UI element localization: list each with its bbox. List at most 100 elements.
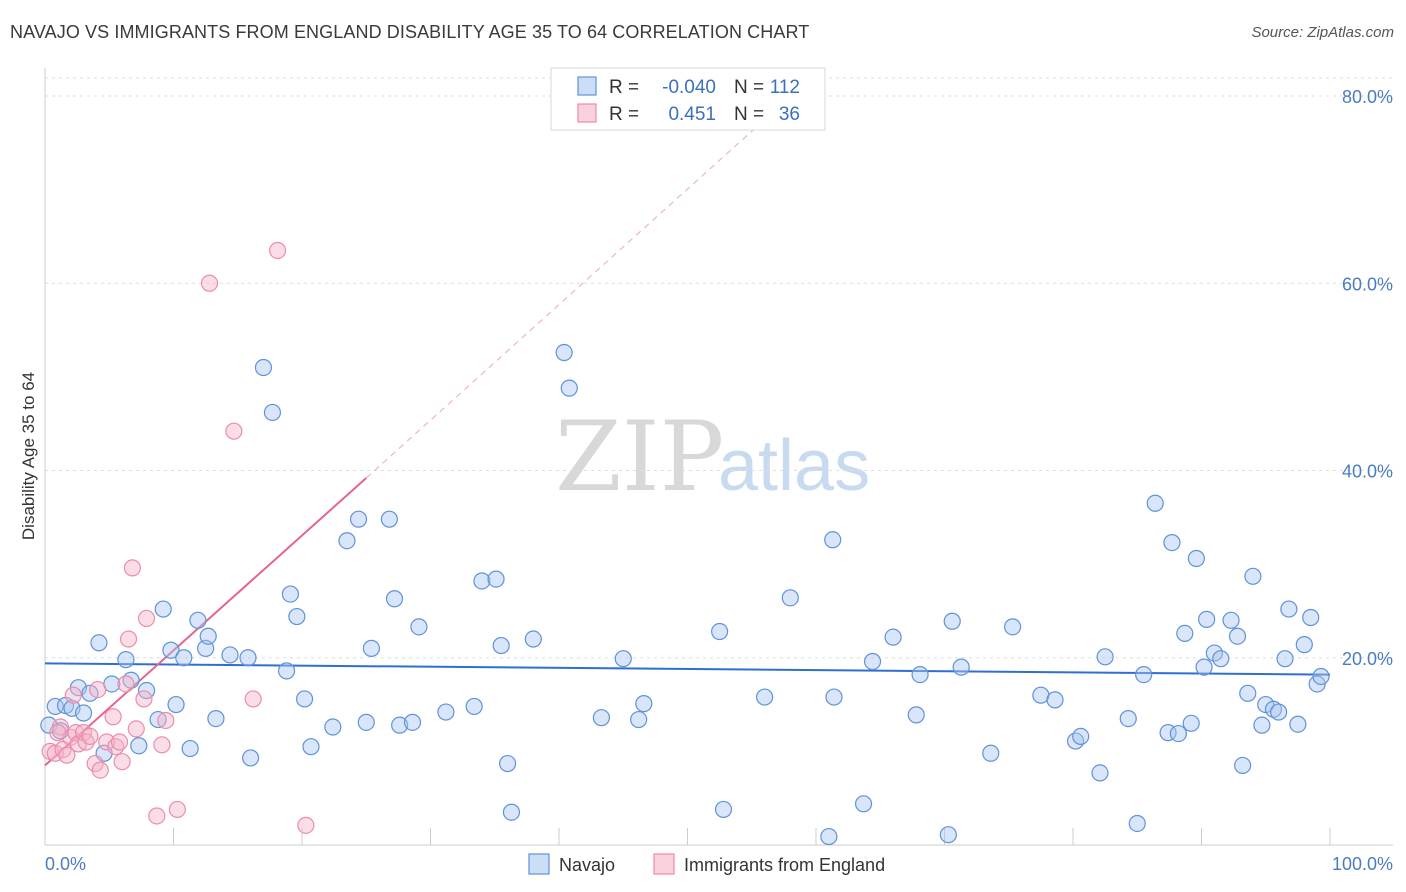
legend-n-value-navajo: 112 [770,77,800,98]
data-point-navajo [403,713,422,731]
data-point-navajo [487,570,505,588]
trend-line-england-extension [365,107,778,479]
chart-source: Source: ZipAtlas.com [1251,24,1394,41]
data-point-navajo [824,531,842,549]
data-point-navajo [711,622,729,641]
data-point-navajo [884,628,902,646]
data-point-navajo [907,706,925,724]
data-point-navajo [207,710,225,728]
data-point-navajo [221,646,239,664]
data-point-england [168,800,186,819]
bottom-legend-label-england: Immigrants from England [684,855,885,875]
data-point-navajo [277,662,296,680]
x-tick-label: 0.0% [45,854,86,874]
data-point-england [58,746,76,764]
bottom-legend-swatch-navajo [528,853,550,875]
data-point-england [244,690,262,708]
data-point-navajo [820,827,838,846]
data-point-navajo [74,704,93,722]
data-point-navajo [1222,611,1240,629]
correlation-legend: R = -0.040 N = 112 R = 0.451 N = 36 [550,67,826,131]
data-point-navajo [167,695,185,714]
data-point-navajo [1289,715,1307,733]
y-tick-label: 20.0% [1342,649,1393,669]
data-point-england [89,680,107,699]
data-point-navajo [189,611,207,629]
legend-n-value-england: 36 [779,104,800,125]
data-point-navajo [1135,666,1153,684]
data-point-navajo [1163,533,1181,552]
data-point-navajo [1046,691,1064,709]
data-point-england [200,274,219,292]
data-point-navajo [1234,756,1252,775]
data-point-navajo [1244,567,1262,585]
data-point-navajo [1212,650,1230,668]
legend-r-value-england: 0.451 [668,104,716,125]
data-point-navajo [560,379,578,397]
legend-r-label-england: R = [609,104,639,125]
legend-swatch-england [577,103,597,123]
data-point-navajo [592,709,611,727]
data-point-england [157,711,175,730]
legend-r-label-navajo: R = [609,77,639,98]
data-point-navajo [1302,608,1320,627]
legend-r-value-navajo: -0.040 [662,77,716,98]
data-point-navajo [410,618,428,636]
data-point-england [297,816,315,834]
data-point-navajo [1066,732,1085,750]
data-point-navajo [281,585,300,603]
trend-line-navajo [44,662,1331,676]
legend-swatch-navajo [577,76,597,96]
data-point-england [135,690,153,708]
data-point-navajo [385,590,404,608]
data-point-navajo [1187,549,1205,568]
data-point-navajo [911,666,929,684]
data-points [40,241,1330,846]
data-point-navajo [1146,494,1164,512]
data-point-england [119,630,138,648]
legend-n-label-navajo: N = [734,77,764,98]
data-point-navajo [1004,618,1022,636]
data-point-navajo [1276,650,1294,668]
grid-lines [45,77,1393,659]
data-point-navajo [357,713,375,731]
data-point-navajo [239,649,257,667]
data-point-navajo [1195,658,1213,676]
data-point-navajo [1096,648,1114,666]
data-point-navajo [982,744,1000,762]
data-point-england [137,609,156,628]
y-tick-label: 80.0% [1342,87,1393,107]
data-point-navajo [502,803,521,821]
data-point-england [148,807,166,825]
data-point-navajo [1312,667,1330,686]
y-tick-label: 40.0% [1342,462,1393,482]
data-point-navajo [1072,727,1090,745]
data-point-england [117,675,135,693]
data-point-navajo [117,651,135,669]
data-point-navajo [130,737,148,755]
data-point-england [113,753,131,771]
data-point-navajo [295,690,314,708]
data-point-navajo [825,688,843,706]
data-point-england [123,559,141,577]
x-tick-labels: 0.0% 100.0% [45,854,1393,874]
data-point-england [98,733,116,751]
data-point-navajo [1295,636,1313,654]
bottom-legend-swatch-england [653,853,675,875]
data-point-navajo [1128,814,1146,833]
data-point-navajo [1176,624,1194,643]
data-point-england [91,761,109,779]
data-point-navajo [199,627,217,645]
data-point-navajo [324,718,342,736]
data-point-navajo [524,630,542,648]
data-point-england [110,733,129,751]
data-point-navajo [1119,710,1137,728]
data-point-navajo [1091,764,1109,782]
x-tick-marks [173,828,1331,845]
data-point-navajo [1182,714,1200,732]
data-point-navajo [635,695,653,713]
bottom-legend-label-navajo: Navajo [559,855,615,875]
data-point-england [104,708,122,726]
data-point-navajo [614,650,632,668]
